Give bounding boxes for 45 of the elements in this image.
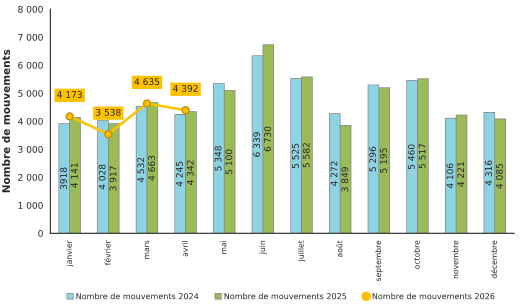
data-label: 3 917: [110, 166, 116, 191]
data-label: 3 849: [341, 167, 348, 192]
data-label: 4 392: [173, 85, 198, 92]
y-axis-title: Nombre de mouvements: [2, 50, 10, 192]
data-label: 5 460: [408, 144, 415, 170]
data-label: 4 106: [446, 163, 454, 188]
y-tick-label: 7 000: [18, 34, 43, 41]
point: [104, 130, 112, 138]
data-label: 5 582: [302, 143, 310, 168]
data-label: 4 173: [57, 91, 82, 98]
y-tick-label: 3 000: [18, 146, 43, 153]
data-label: 5 348: [214, 146, 222, 171]
y-tick-label: 2 000: [18, 174, 43, 181]
y-tick-label: 6 000: [18, 62, 43, 69]
point: [66, 112, 74, 121]
data-label: 4 272: [330, 161, 338, 186]
data-label: 3918: [60, 168, 67, 190]
point: [181, 106, 190, 114]
data-label: 5 525: [292, 144, 299, 168]
y-tick-label: 1 000: [18, 202, 43, 209]
legend-label: Nombre de mouvements 2025: [224, 293, 346, 300]
y-tick-label: 0: [38, 230, 43, 237]
data-label: 4 141: [70, 163, 78, 188]
data-label: 4 085: [496, 164, 503, 189]
data-label: 4 028: [98, 164, 106, 190]
point: [142, 99, 152, 108]
legend-label: Nombre de mouvements 2024: [76, 293, 198, 300]
data-label: 4 635: [134, 78, 160, 86]
data-label: 4 245: [176, 162, 183, 186]
data-label: 6 339: [253, 132, 260, 157]
data-label: 3 538: [96, 108, 121, 116]
data-label: 5 517: [418, 144, 426, 168]
data-label: 5 100: [225, 150, 232, 174]
data-label: 6 730: [264, 126, 271, 152]
y-tick-label: 4 000: [18, 118, 43, 125]
data-label: 4 316: [485, 160, 492, 186]
data-label: 4 221: [457, 162, 464, 187]
data-label: 4 663: [148, 156, 155, 180]
data-label: 4 342: [186, 160, 194, 185]
data-label: 5 195: [380, 148, 387, 173]
data-label: 5 296: [369, 146, 376, 172]
y-tick-label: 5 000: [18, 90, 43, 97]
data-label: 4 532: [137, 158, 144, 182]
legend-label: Nombre de mouvements 2026: [372, 293, 494, 300]
y-tick-label: 8 000: [18, 6, 43, 13]
